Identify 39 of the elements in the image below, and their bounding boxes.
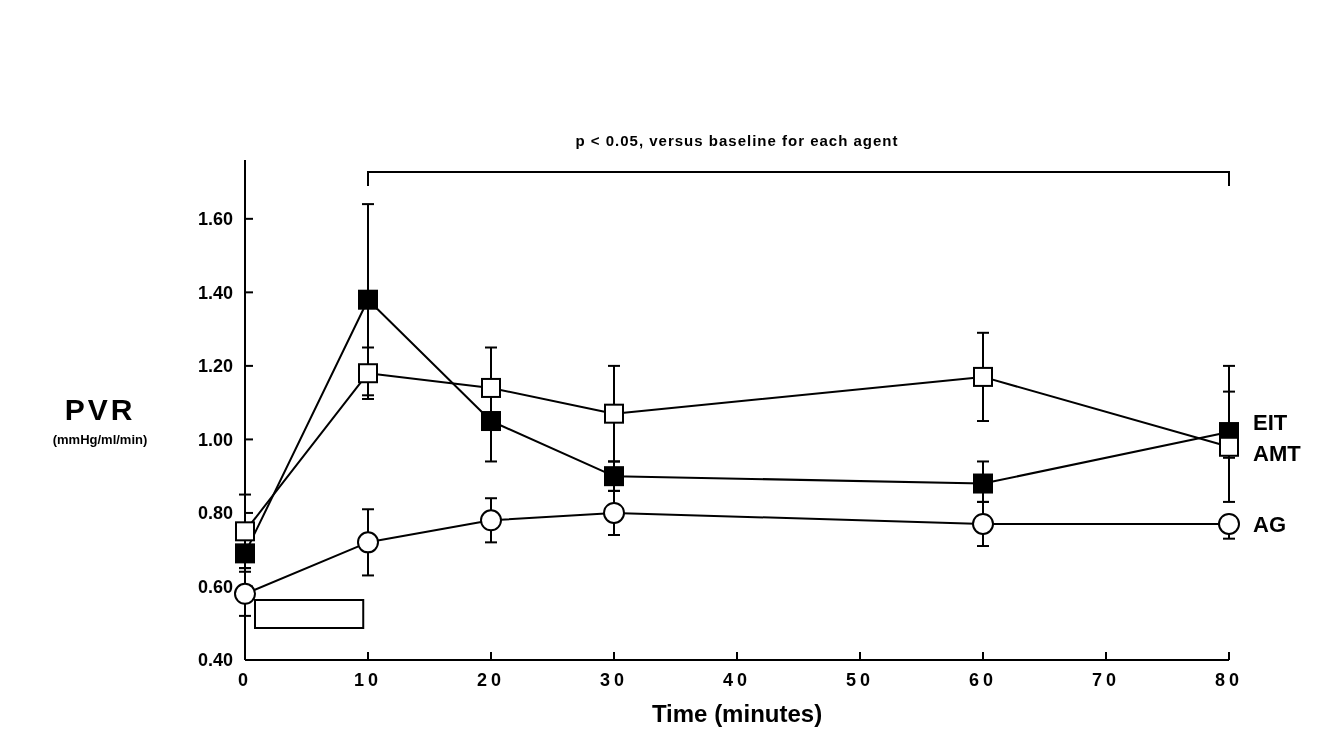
x-tick-label: 70 [1091,670,1121,690]
point [604,403,624,424]
y-axis-title: PVR (mmHg/ml/min) [52,393,148,447]
point [235,521,255,542]
x-tick-label: 10 [353,670,383,690]
point [973,473,993,494]
x-tick-label: 80 [1214,670,1244,690]
x-tick-label: 40 [722,670,752,690]
x-tick-label: 20 [476,670,506,690]
point [357,531,379,554]
y-tick-label: 0.60 [197,576,233,597]
point [481,377,501,398]
x-tick-label: 50 [845,670,875,690]
x-tick-label: 60 [968,670,998,690]
point [1218,512,1240,535]
x-tick-label: 0 [237,670,253,690]
series-label: AG [1253,511,1286,537]
y-tick-label: 1.60 [197,209,233,230]
y-tick-label: 0.80 [197,503,233,524]
series-label: EIT [1253,410,1288,436]
y-tick-label: 1.00 [197,429,233,450]
point [481,411,501,432]
text: p < 0.05, versus baseline for each agent [575,132,899,149]
x-axis-title: Time (minutes) [651,700,823,727]
point [480,509,502,532]
point [603,501,625,524]
point [234,582,256,605]
point [1219,436,1239,457]
point [972,512,994,535]
point [235,543,255,564]
point [604,466,624,487]
y-tick-label: 0.40 [197,650,233,671]
point [358,363,378,384]
series-label: AMT [1253,440,1302,466]
point [358,289,378,310]
point [973,366,993,387]
y-tick-label: 1.40 [197,282,233,303]
x-tick-label: 30 [599,670,629,690]
y-tick-label: 1.20 [197,356,233,377]
